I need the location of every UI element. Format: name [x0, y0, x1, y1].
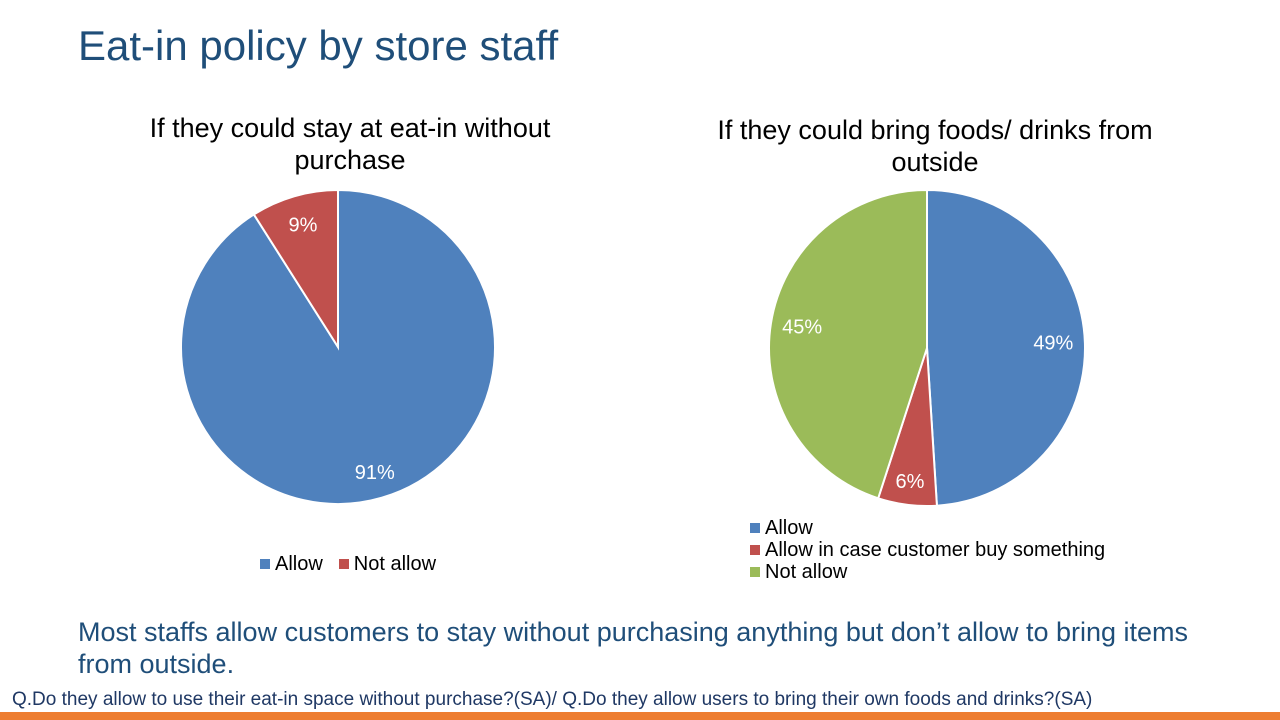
legend-label: Not allow [353, 553, 437, 575]
chart2-data-label-not-allow: 45% [782, 317, 822, 339]
summary-text: Most staffs allow customers to stay with… [78, 617, 1189, 679]
chart-title-bring-outside-food: If they could bring foods/ drinks from o… [717, 115, 1153, 177]
chart2-data-label-allow-in-case-customer-buy-something: 6% [896, 471, 925, 493]
chart1-slice-not-allow [252, 188, 339, 351]
page-title: Eat-in policy by store staff [78, 22, 559, 69]
chart-title-stay-without-purchase: If they could stay at eat-in without pur… [149, 113, 551, 175]
chart2-slice-allow [926, 188, 1086, 507]
legend-swatch [750, 567, 760, 577]
chart1-legend-item-not-allow: Not allow [338, 553, 437, 575]
legend-swatch [338, 559, 349, 569]
chart2-legend-item-not-allow: Not allow [750, 561, 1105, 583]
legend-label: Allow in case customer buy something [765, 539, 1106, 561]
survey-question-footnote: Q.Do they allow to use their eat-in spac… [12, 689, 1093, 710]
chart2-data-label-allow: 49% [1033, 332, 1073, 354]
chart2-legend-item-allow-in-case-customer-buy-something: Allow in case customer buy something [750, 539, 1105, 561]
chart1-legend: Allow Not allow [260, 553, 436, 575]
chart2-slice-not-allow [768, 188, 928, 500]
chart1-data-label-not-allow: 9% [289, 215, 318, 237]
chart1-data-label-allow: 91% [355, 462, 395, 484]
chart2-legend: Allow Allow in case customer buy somethin… [750, 517, 1105, 583]
accent-bar [0, 712, 1280, 720]
legend-label: Allow [275, 553, 323, 575]
legend-label: Allow [765, 517, 813, 539]
chart2-legend-item-allow: Allow [750, 517, 1105, 539]
legend-swatch [750, 523, 760, 533]
chart1-legend-item-allow: Allow [260, 553, 323, 575]
legend-swatch [750, 545, 760, 555]
legend-label: Not allow [765, 561, 848, 583]
legend-swatch [260, 559, 270, 569]
